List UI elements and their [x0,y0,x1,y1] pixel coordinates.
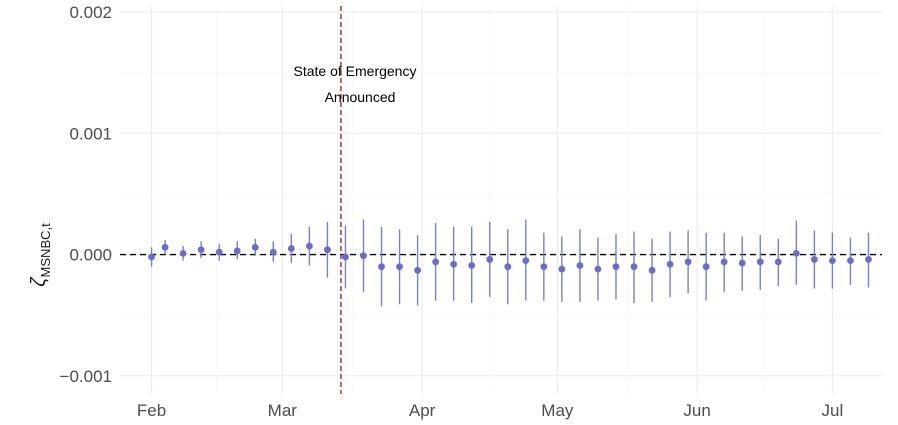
y-axis-title-symbol: ζ [28,276,50,287]
y-tick-label: 0.000 [69,246,112,265]
data-point [612,263,620,271]
y-axis-title-subscript: MSNBC,t [38,223,53,278]
data-point [648,266,656,274]
x-tick-label: Apr [409,401,436,420]
error-bars [150,219,870,307]
data-point [215,248,223,256]
data-point [396,263,403,271]
data-point [179,249,187,257]
annotation-line-1: State of Emergency [294,63,417,79]
data-point [684,258,692,266]
data-point [287,245,295,252]
data-point [720,258,728,266]
minor-gridlines [120,6,882,394]
data-point [865,256,872,263]
x-tick-labels: Feb Mar Apr May Jun Jul [137,401,843,420]
data-point [504,263,512,271]
data-point [414,266,421,274]
data-point [702,263,710,271]
y-tick-label: −0.001 [60,367,112,386]
y-tick-label: 0.002 [69,3,112,22]
major-gridlines [120,6,882,394]
data-point [558,265,566,273]
data-point [829,257,836,265]
data-point [305,242,313,250]
data-point [360,252,367,260]
data-point [630,263,638,271]
data-point [450,260,458,268]
data-points [148,242,872,274]
data-point [269,248,277,256]
data-point [148,253,155,261]
x-tick-label: Jul [822,401,844,420]
y-tick-label: 0.001 [69,124,112,143]
data-point [378,263,385,271]
data-point [666,260,674,268]
data-point [522,257,530,265]
data-point [324,246,331,254]
data-point [161,243,169,251]
data-point [251,243,259,251]
x-tick-label: May [541,401,574,420]
x-tick-label: Mar [268,401,298,420]
data-point [468,262,476,269]
y-axis-title: ζMSNBC,t [28,223,53,287]
data-point [810,256,818,263]
data-point [576,262,584,269]
data-point [342,253,349,261]
y-tick-labels: −0.001 0.000 0.001 0.002 [60,3,112,386]
data-point [792,249,800,257]
annotation-line-2: Announced [325,89,396,105]
x-tick-label: Jun [683,401,710,420]
data-point [432,258,440,266]
data-point [774,258,782,266]
data-point [594,265,602,273]
data-point [847,257,854,265]
x-tick-label: Feb [137,401,166,420]
data-point [756,258,764,266]
data-point [540,263,548,271]
data-point [197,246,205,254]
data-point [486,256,494,263]
data-point [738,259,746,267]
data-point [233,247,241,255]
